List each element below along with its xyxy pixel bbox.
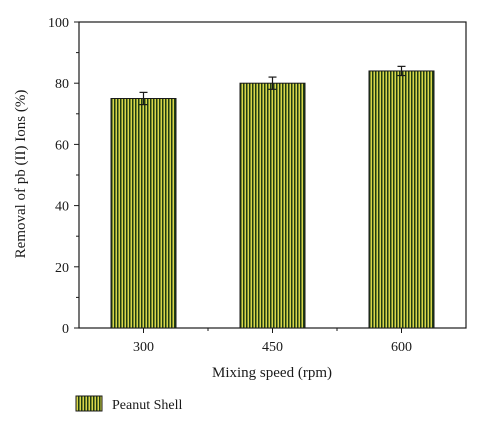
error-bars [139,65,406,106]
y-axis-ticks: 0 20 40 60 80 100 [48,16,79,337]
y-tick-label: 80 [55,77,69,92]
bar [110,98,177,329]
legend-label: Peanut Shell [112,398,182,413]
y-tick-label: 20 [55,261,69,276]
x-tick-label: 450 [262,340,283,355]
x-axis-title: Mixing speed (rpm) [212,365,332,381]
y-tick-label: 40 [55,200,69,215]
bar [239,82,306,329]
x-tick-label: 600 [391,340,412,355]
legend: Peanut Shell [75,395,182,413]
x-axis-ticks: 300 450 600 [133,328,412,355]
bars [110,70,435,329]
y-axis-title: Removal of pb (II) Ions (%) [13,90,29,259]
legend-swatch [75,395,103,412]
y-tick-label: 0 [62,322,69,337]
bar [368,70,435,329]
x-tick-label: 300 [133,340,154,355]
y-tick-label: 100 [48,16,69,31]
y-tick-label: 60 [55,138,69,153]
